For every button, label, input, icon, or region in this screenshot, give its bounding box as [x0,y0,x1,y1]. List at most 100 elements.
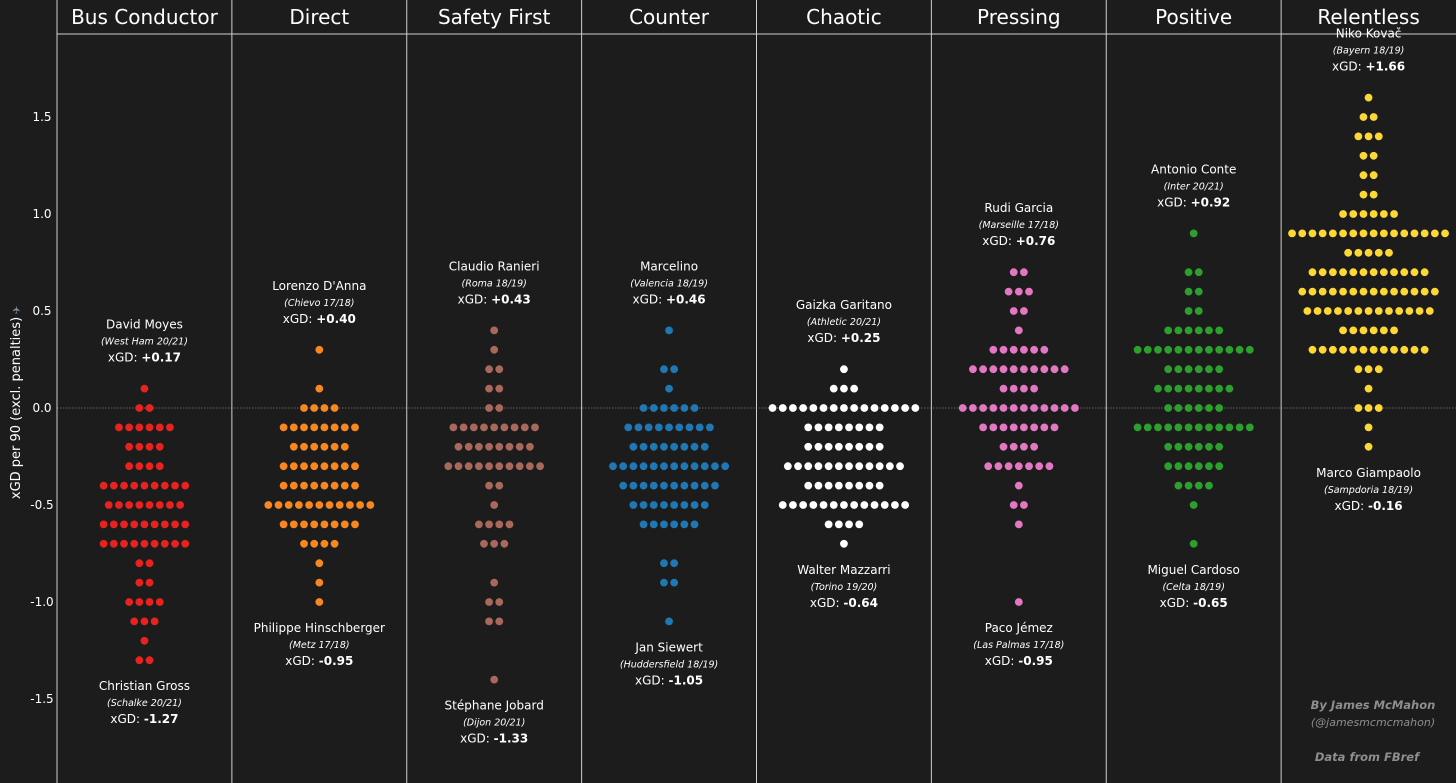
data-point [480,423,488,432]
data-point [855,481,864,490]
manager-name: Walter Mazzarri [797,563,890,577]
data-point [525,442,534,451]
manager-xgd: xGD: +0.76 [982,234,1055,248]
data-point [1009,404,1018,412]
data-point [1298,287,1307,296]
data-point [145,462,154,471]
manager-context: (Valencia 18/19) [630,278,708,289]
data-point [660,365,668,374]
data-point [870,501,879,509]
data-point [660,462,668,471]
data-point [1164,442,1173,451]
data-point [1405,307,1414,315]
data-point [1194,423,1203,432]
data-point [351,462,359,471]
data-point [120,520,128,529]
data-point [315,559,324,568]
data-point [880,404,889,412]
data-point [1349,268,1358,277]
data-point [891,404,899,412]
data-point [660,559,668,568]
data-point [670,520,679,529]
manager-name: Miguel Cardoso [1147,563,1239,577]
manager-xgd: xGD: +1.66 [1332,60,1405,74]
data-point [1369,151,1378,160]
data-point [979,423,988,432]
data-point [1374,132,1383,141]
data-point [860,501,869,509]
data-point [1415,307,1424,315]
xgd-value: +0.40 [316,312,356,326]
data-point [840,539,848,548]
data-point [824,481,833,490]
manager-context: (Athletic 20/21) [807,317,881,328]
data-point [654,423,663,432]
data-point [1040,404,1049,412]
data-point [310,462,319,471]
data-point [120,539,128,548]
best-manager-annotation: David Moyes (West Ham 20/21) xGD: +0.17 [101,318,188,365]
data-point [289,481,298,490]
data-point [1205,384,1213,393]
data-point [1020,501,1028,509]
xgd-label: xGD: [807,331,841,345]
data-point [1318,287,1327,296]
data-point [536,462,544,471]
series-group [958,268,1079,606]
data-point [279,423,288,432]
data-point [670,578,679,587]
data-point [789,404,797,412]
data-point [834,442,843,451]
data-point [1133,423,1142,432]
data-point [340,462,349,471]
xgd-value: -0.95 [319,654,354,668]
xgd-value: +0.25 [841,331,881,345]
xgd-value: -1.05 [669,673,704,687]
data-point [109,539,118,548]
data-point [289,423,298,432]
data-point [1020,384,1028,393]
data-point [1154,384,1162,393]
manager-name: Lorenzo D'Anna [272,279,366,293]
data-point [804,481,813,490]
data-point [474,520,483,529]
data-point [310,520,319,529]
data-point [125,462,134,471]
data-point [680,404,689,412]
data-point [145,423,154,432]
data-point [335,501,344,509]
manager-xgd: xGD: +0.92 [1157,195,1230,209]
data-point [1030,423,1039,432]
manager-xgd: xGD: +0.25 [807,331,880,345]
manager-name: Philippe Hinschberger [254,621,385,635]
data-point [1349,210,1358,218]
data-point [690,481,699,490]
data-point [865,442,874,451]
data-point [1359,113,1368,121]
y-tick-label: -1.0 [30,595,53,609]
data-point [1215,462,1224,471]
manager-name: Rudi Garcia [984,201,1053,215]
xgd-label: xGD: [1160,596,1194,610]
data-point [1400,229,1409,238]
data-point [515,442,524,451]
data-point [1215,384,1224,393]
data-point [1400,287,1409,296]
data-point [310,442,319,451]
data-point [525,462,534,471]
data-point [1164,423,1173,432]
data-point [999,404,1008,412]
data-point [901,404,910,412]
data-point [1339,326,1347,335]
data-point [1009,268,1018,277]
data-point [330,404,339,412]
data-point [700,481,709,490]
data-point [1164,404,1173,412]
data-point [1060,404,1069,412]
xgd-label: xGD: [1157,195,1191,209]
data-point [994,462,1003,471]
data-point [459,423,468,432]
data-point [649,462,658,471]
data-point [485,598,493,606]
data-point [125,501,134,509]
